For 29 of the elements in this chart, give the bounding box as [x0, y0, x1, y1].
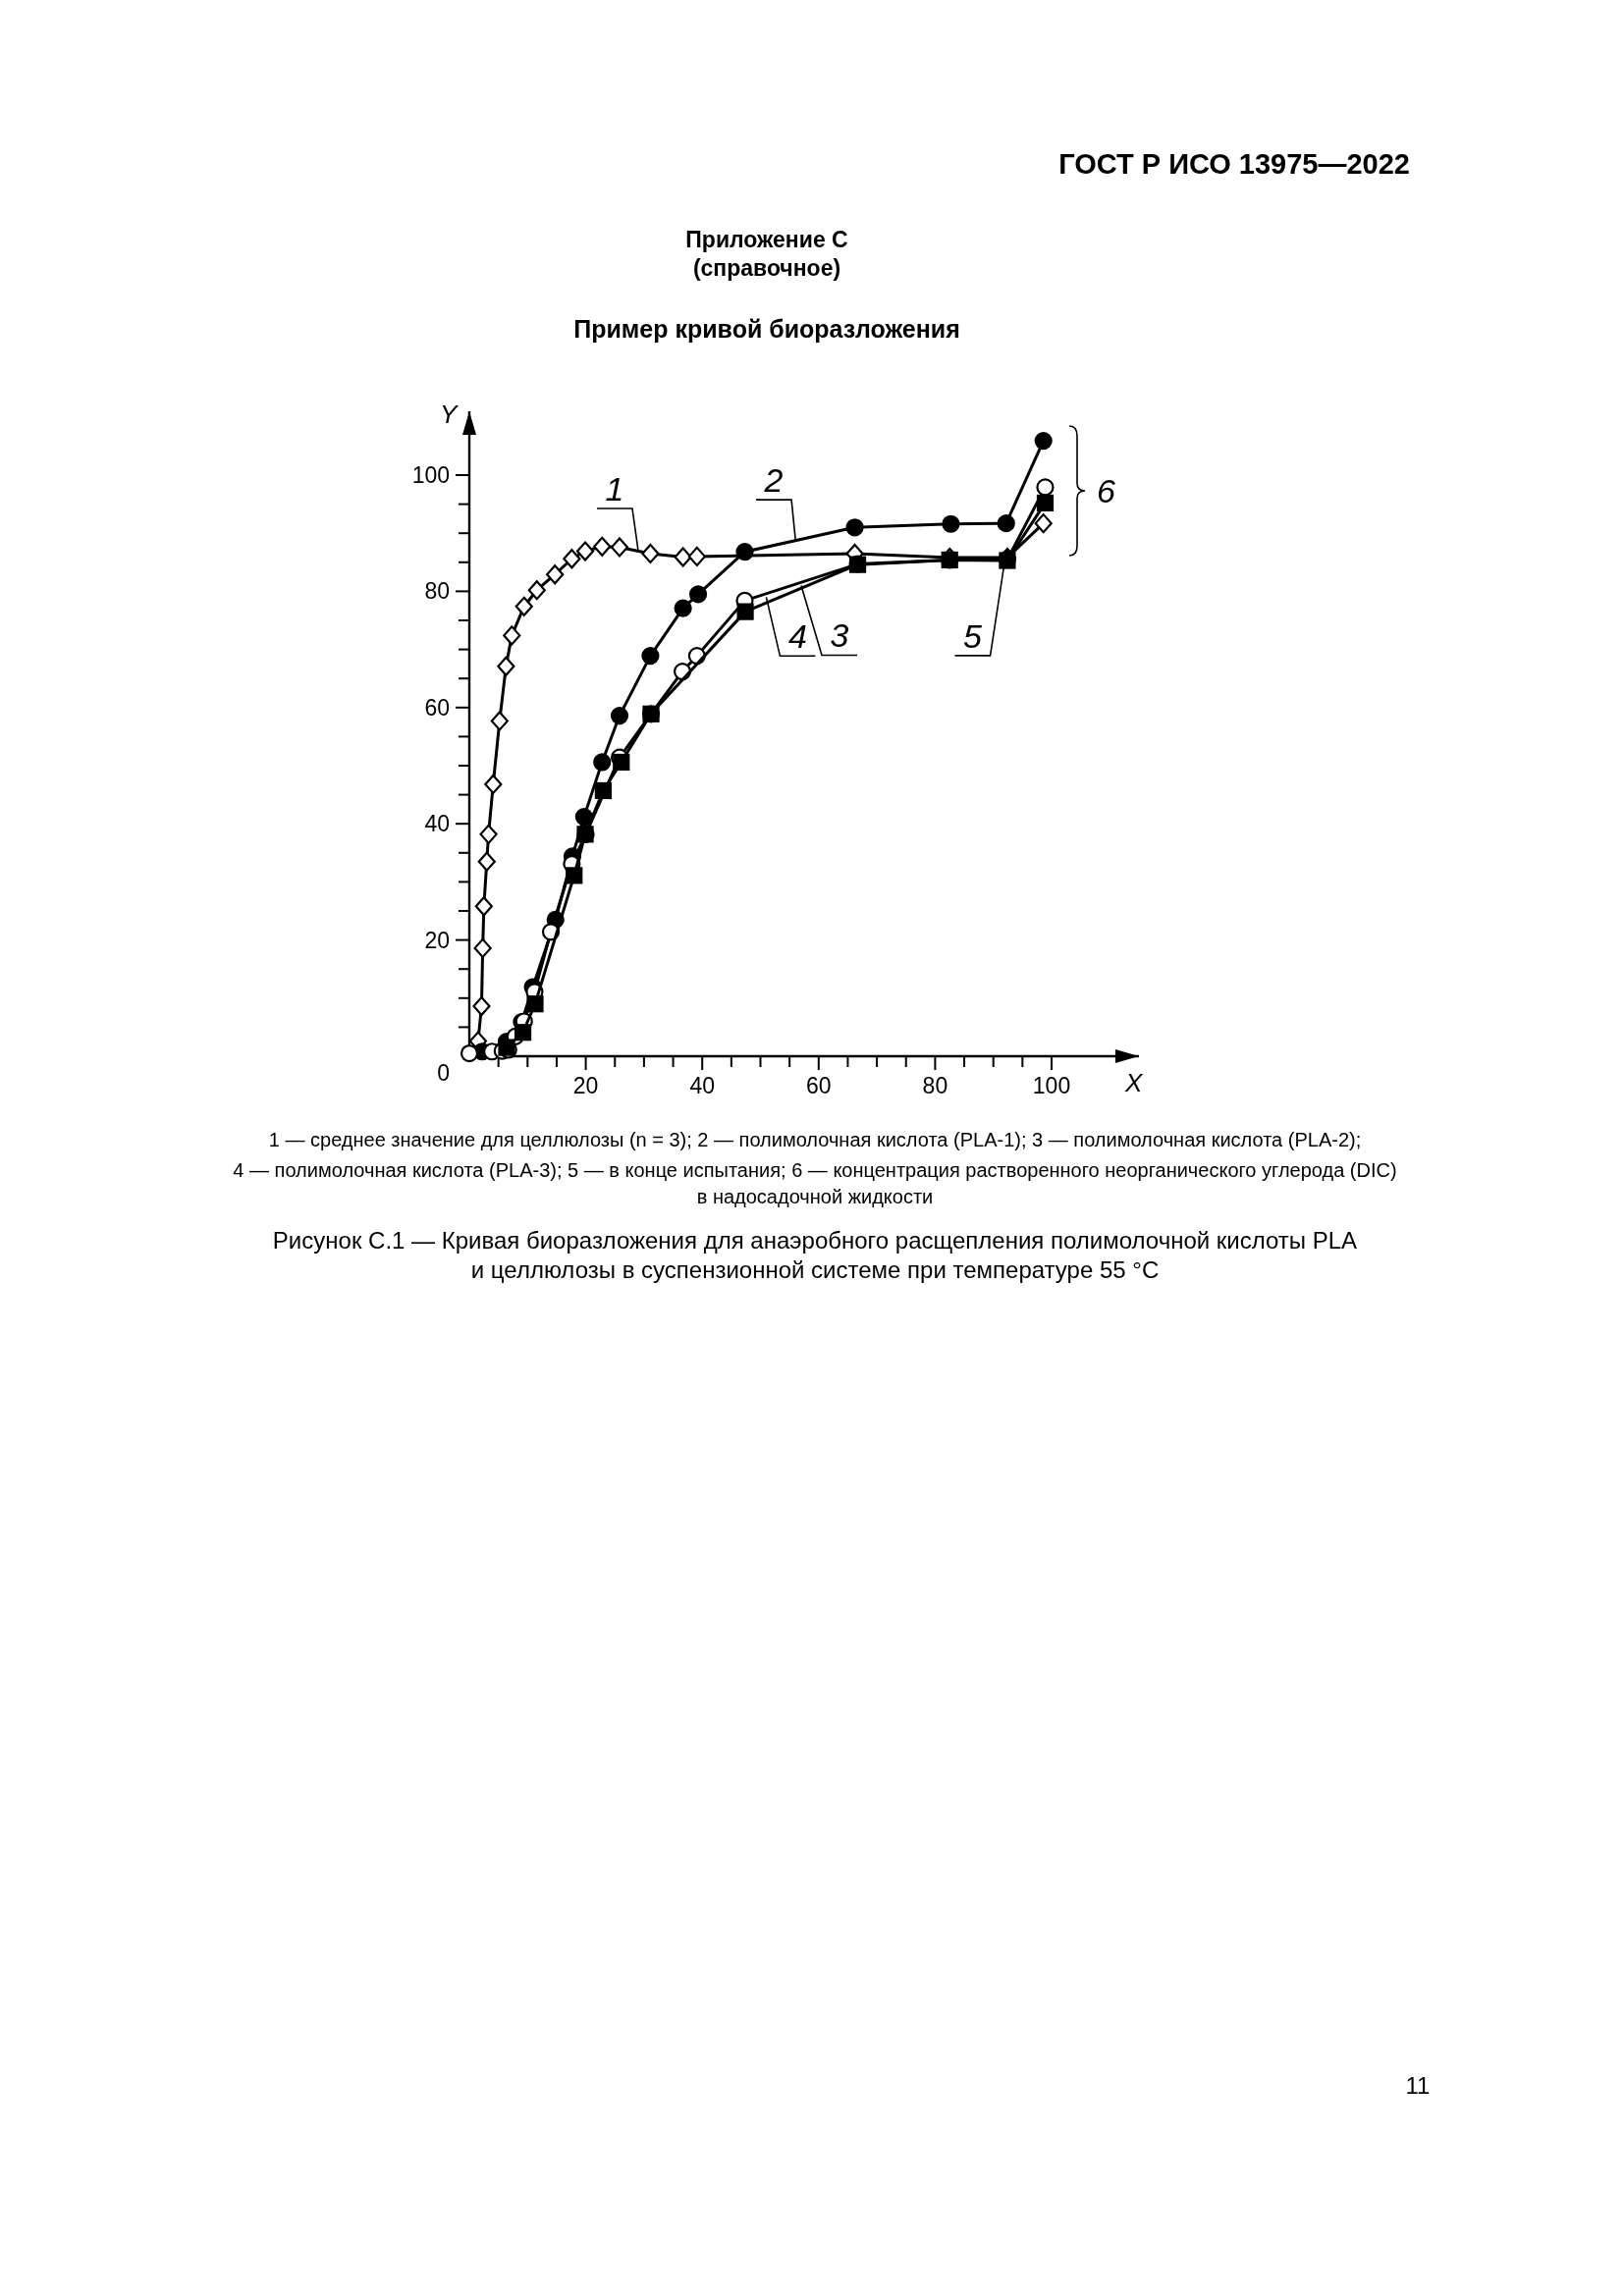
annotation: 5	[963, 616, 983, 655]
text: Приложение С	[685, 227, 848, 252]
text: ГОСТ Р ИСО 13975—2022	[1058, 148, 1410, 180]
text: (справочное)	[692, 255, 841, 281]
annotation: 3	[830, 616, 849, 655]
annotation: 6	[1097, 472, 1115, 509]
chart-title: Пример кривой биоразложения	[573, 315, 960, 343]
y-tick-label: 60	[424, 694, 450, 721]
y-tick-label: 40	[424, 811, 450, 837]
text: в надосадочной жидкости	[696, 1186, 934, 1207]
text: 1 — среднее значение для целлюлозы (n = 3); 2 — полимолочная кислота (PLA-1); 3 — полимолочная кислота (PLA-2);	[268, 1129, 1362, 1150]
annotation: 1	[605, 469, 624, 507]
x-tick-label: 80	[922, 1073, 948, 1098]
text: 11	[1405, 2072, 1431, 2099]
x-tick-label: 100	[1032, 1073, 1071, 1098]
y-tick-label: 0	[437, 1060, 450, 1086]
y-tick-label: 20	[424, 927, 450, 953]
x-tick-label: 40	[689, 1073, 715, 1098]
y-axis-title: Y	[440, 399, 459, 429]
annotation: 2	[763, 461, 784, 500]
text: 4 — полимолочная кислота (PLA-3); 5 — в конце испытания; 6 — концентрация растворенного неорганического углерода (DIC)	[233, 1159, 1397, 1181]
x-tick-label: 60	[806, 1073, 832, 1098]
annotation: 4	[787, 617, 807, 656]
text: Рисунок С.1 — Кривая биоразложения для анаэробного расщепления полимолочной кислоты PLA	[272, 1227, 1358, 1254]
x-axis-title: X	[1123, 1068, 1144, 1097]
y-tick-label: 80	[424, 578, 450, 605]
y-tick-label: 100	[411, 462, 450, 488]
x-tick-label: 20	[572, 1073, 599, 1098]
text: и целлюлозы в суспензионной системе при температуре 55 °С	[470, 1256, 1160, 1283]
